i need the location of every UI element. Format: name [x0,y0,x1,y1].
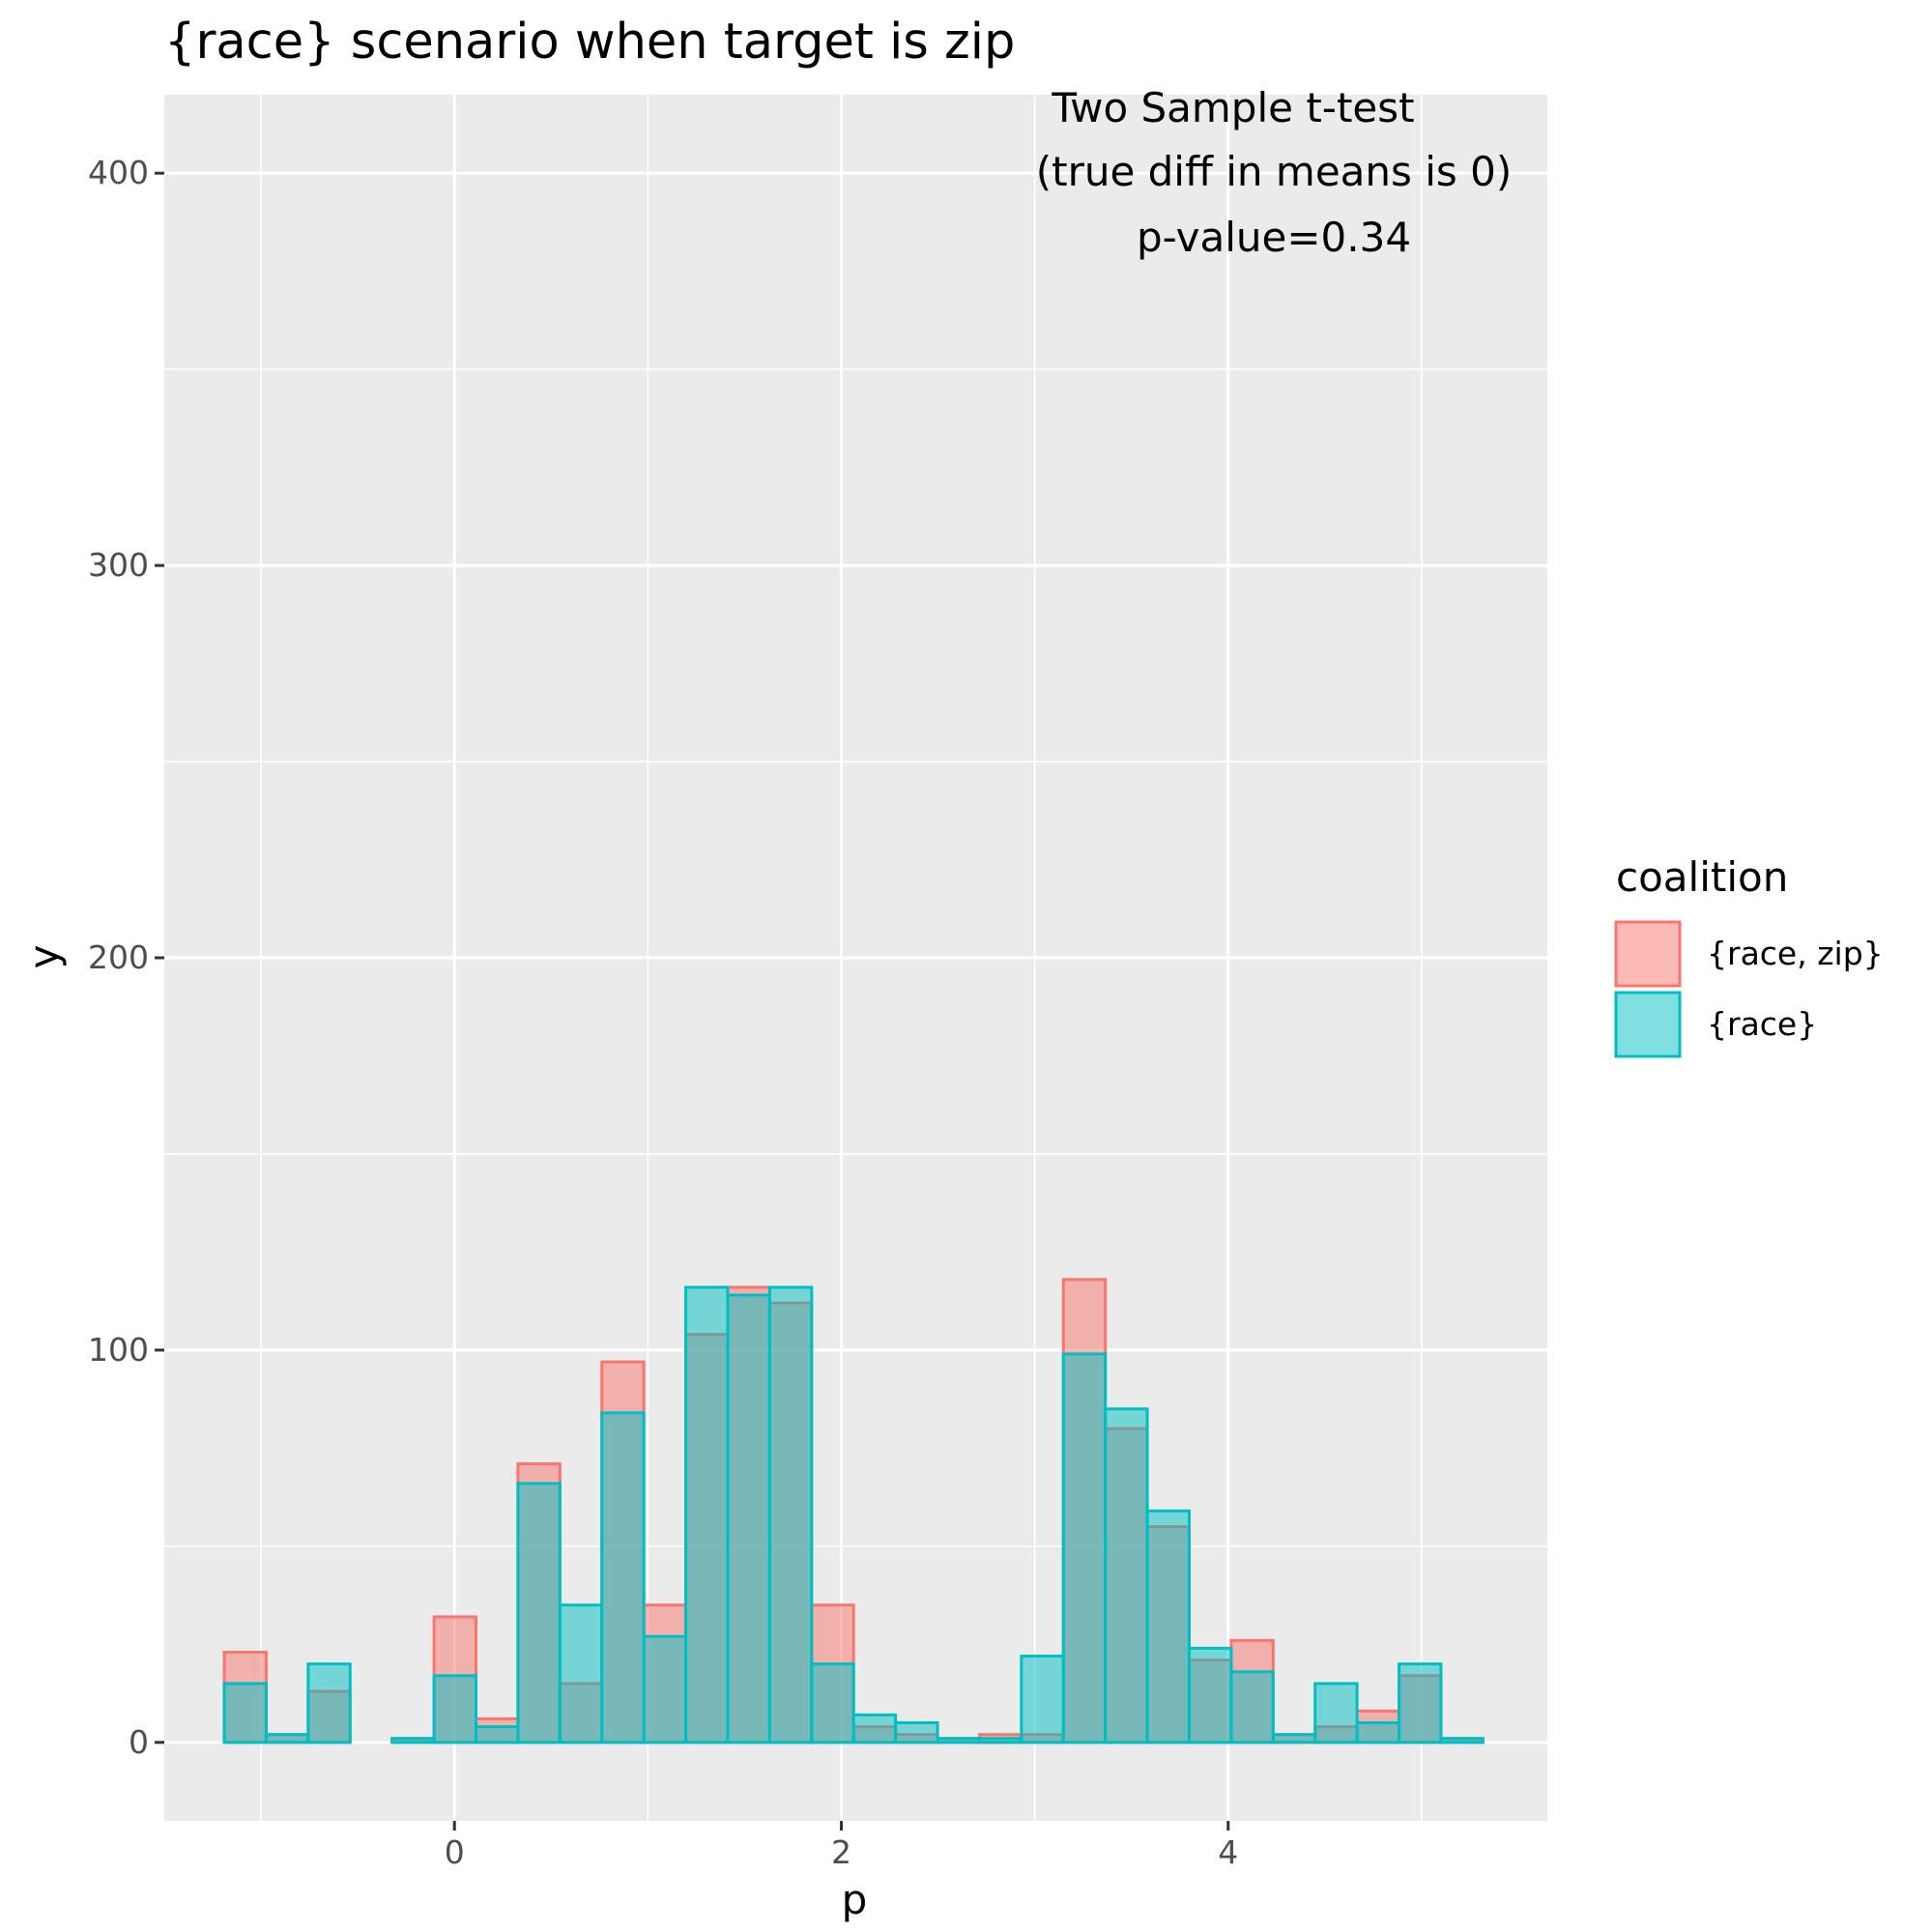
bar-race [684,1285,730,1745]
bar-race [894,1721,939,1745]
annotation-line-2: (true diff in means is 0) [1036,148,1513,195]
bar-race [264,1733,310,1745]
x-axis-title: p [842,1876,868,1923]
bar-race [1439,1737,1485,1745]
y-tick-label: 0 [129,1723,149,1761]
bar-race [600,1411,646,1745]
legend: coalition {race, zip} {race} [1614,853,1884,1058]
bar-race [767,1285,814,1745]
bar-race [642,1634,688,1745]
bar-race [1271,1733,1317,1745]
bar-race [977,1737,1024,1745]
bar-race [1187,1646,1233,1745]
bar-race [390,1737,436,1745]
bar-race [1398,1662,1443,1745]
x-tick-label: 4 [1218,1833,1238,1871]
bar-race [1061,1352,1108,1745]
series-race-bars [222,1285,1485,1745]
bar-race [1145,1509,1191,1745]
plot-panel [164,95,1547,1821]
y-tick-label: 400 [88,154,149,191]
bar-race [1229,1670,1275,1745]
legend-key-race [1614,991,1682,1058]
bar-race [475,1725,520,1745]
annotation-line-1: Two Sample t-test [1051,84,1414,131]
y-tick-label: 200 [88,938,149,976]
y-tick-label: 300 [88,546,149,584]
ttest-annotation: Two Sample t-test (true diff in means is… [1036,84,1513,261]
bar-race [851,1713,898,1745]
x-tick-label: 0 [445,1833,465,1871]
bar-race [222,1682,268,1745]
bar-race [810,1662,855,1745]
legend-label-race-zip: {race, zip} [1707,935,1884,972]
bar-race [1104,1407,1149,1745]
legend-key-race-zip [1614,920,1682,988]
y-axis-title: y [20,945,68,969]
x-tick-label: 2 [831,1833,851,1871]
y-axis: 0 100 200 300 400 [88,154,164,1761]
bar-race [516,1482,562,1745]
bar-race [1313,1682,1359,1745]
bar-race [306,1662,352,1745]
x-axis: 0 2 4 [445,1821,1238,1871]
y-tick-label: 100 [88,1331,149,1369]
bar-race [1020,1655,1065,1745]
legend-title: coalition [1616,853,1788,901]
bar-race [432,1674,478,1745]
legend-label-race: {race} [1707,1005,1817,1043]
bar-race [726,1293,771,1745]
bar-race [558,1603,604,1745]
annotation-line-3: p-value=0.34 [1137,214,1411,261]
bar-race [936,1737,981,1745]
bar-race [1355,1721,1401,1745]
chart-title: {race} scenario when target is zip [164,14,1015,71]
